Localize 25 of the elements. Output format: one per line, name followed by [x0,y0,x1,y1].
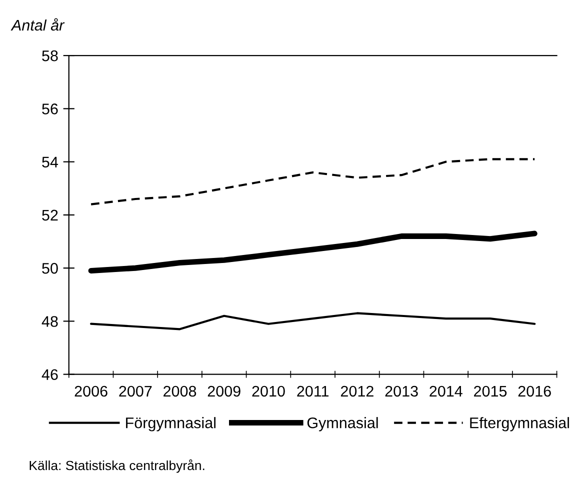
x-tick-label: 2009 [208,386,240,397]
legend-label: Gymnasial [307,417,378,432]
y-tick-label: 52 [42,210,58,221]
y-tick-label: 54 [42,156,58,168]
y-axis-title: Antal år [10,18,65,31]
x-tick-label: 2011 [297,386,329,397]
x-tick-label: 2013 [385,386,418,397]
x-tick-label: 2012 [340,386,374,397]
x-tick-label: 2016 [518,386,551,397]
x-tick-label: 2014 [430,386,462,397]
y-tick-label: 48 [42,316,58,327]
y-tick-label: 46 [42,369,58,380]
line-series [90,158,536,206]
x-tick-label: 2010 [252,386,285,397]
line-series [90,312,536,330]
y-tick-label: 50 [42,262,58,274]
x-tick-label: 2006 [74,386,108,397]
y-tick-label: 58 [42,50,58,62]
text: Källa: Statistiska centralbyrån. [30,459,204,473]
x-tick-label: 2008 [164,386,196,397]
x-tick-label: 2007 [119,386,152,397]
legend-label: Eftergymnasial [470,417,569,432]
x-tick-label: 2015 [474,386,507,397]
y-tick-label: 56 [42,104,58,114]
legend-label: Förgymnasial [126,417,216,432]
